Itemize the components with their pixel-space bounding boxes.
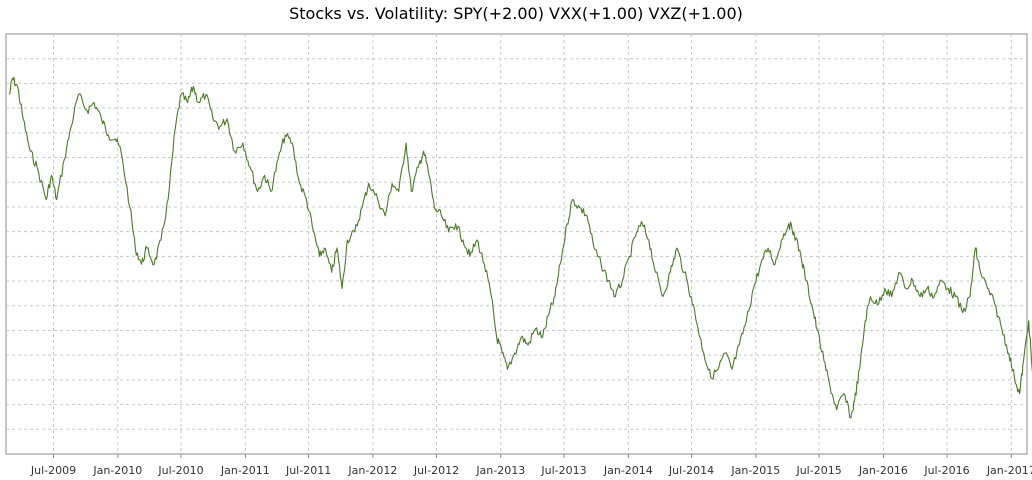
x-tick-label: Jan-2016: [858, 464, 908, 477]
series-line: [8, 76, 1032, 419]
x-tick-label: Jul-2011: [285, 464, 331, 477]
x-tick-label: Jan-2013: [475, 464, 525, 477]
x-tick-label: Jan-2017: [986, 464, 1032, 477]
x-tick-label: Jul-2016: [923, 464, 969, 477]
x-tick-label: Jan-2012: [347, 464, 397, 477]
x-tick-label: Jan-2015: [730, 464, 780, 477]
y-grid: [6, 58, 1027, 430]
x-tick-label: Jul-2014: [668, 464, 714, 477]
x-tick-label: Jul-2009: [30, 464, 76, 477]
x-tick-label: Jul-2015: [795, 464, 841, 477]
x-tick-label: Jul-2013: [540, 464, 586, 477]
x-tick-label: Jul-2012: [413, 464, 459, 477]
x-tick-labels: Jul-2009 Jan-2010 Jul-2010 Jan-2011 Jul-2011…: [30, 464, 1032, 477]
x-tick-label: Jul-2010: [157, 464, 203, 477]
x-tick-label: Jan-2010: [92, 464, 142, 477]
x-tick-label: Jan-2014: [603, 464, 653, 477]
chart-title: Stocks vs. Volatility: SPY(+2.00) VXX(+1…: [289, 4, 743, 23]
x-tick-label: Jan-2011: [220, 464, 270, 477]
series-lines: [8, 76, 1032, 419]
